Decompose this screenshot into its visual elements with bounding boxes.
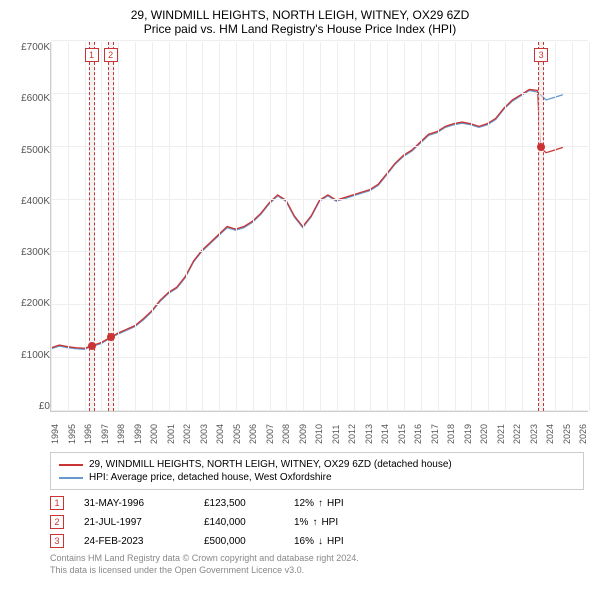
title-block: 29, WINDMILL HEIGHTS, NORTH LEIGH, WITNE…	[8, 8, 592, 36]
sale-marker-band	[108, 42, 114, 411]
sale-row-number: 3	[50, 534, 64, 548]
x-tick-label: 1994	[50, 416, 60, 444]
x-tick-label: 2017	[430, 416, 440, 444]
title-subtitle: Price paid vs. HM Land Registry's House …	[8, 22, 592, 36]
legend-row-blue: HPI: Average price, detached house, West…	[59, 472, 575, 483]
sale-dot	[537, 143, 545, 151]
plot: 12 3	[50, 42, 588, 412]
attribution-line2: This data is licensed under the Open Gov…	[50, 565, 584, 577]
sale-marker-band	[538, 42, 544, 411]
sales-row: 2 21-JUL-1997 £140,000 1% ↑ HPI	[50, 515, 584, 529]
x-tick-label: 1995	[67, 416, 77, 444]
y-tick-label: £700K	[21, 42, 50, 53]
sale-price: £140,000	[204, 517, 274, 528]
sale-marker-number: 3	[534, 48, 548, 62]
series-red-line	[51, 89, 563, 348]
x-tick-label: 2007	[265, 416, 275, 444]
x-tick-label: 1999	[133, 416, 143, 444]
legend: 29, WINDMILL HEIGHTS, NORTH LEIGH, WITNE…	[50, 452, 584, 490]
x-tick-label: 1996	[83, 416, 93, 444]
x-tick-label: 2013	[364, 416, 374, 444]
x-tick-label: 2022	[512, 416, 522, 444]
x-tick-label: 2006	[248, 416, 258, 444]
sale-date: 31-MAY-1996	[84, 498, 184, 509]
sales-row: 1 31-MAY-1996 £123,500 12% ↑ HPI	[50, 496, 584, 510]
x-tick-label: 2024	[545, 416, 555, 444]
sale-date: 21-JUL-1997	[84, 517, 184, 528]
x-tick-label: 2014	[380, 416, 390, 444]
legend-swatch-red	[59, 464, 83, 466]
legend-row-red: 29, WINDMILL HEIGHTS, NORTH LEIGH, WITNE…	[59, 459, 575, 470]
sale-row-number: 2	[50, 515, 64, 529]
legend-swatch-blue	[59, 477, 83, 479]
title-address: 29, WINDMILL HEIGHTS, NORTH LEIGH, WITNE…	[8, 8, 592, 22]
sale-marker-number: 2	[104, 48, 118, 62]
sale-hpi-arrow-icon: ↑	[312, 517, 317, 528]
sales-table: 1 31-MAY-1996 £123,500 12% ↑ HPI 2 21-JUL-1997 £…	[50, 496, 584, 548]
x-tick-label: 2023	[529, 416, 539, 444]
chart-area: £700K £600K £500K £400K £300K £200K £100K £0 12…	[8, 42, 592, 412]
sales-row: 3 24-FEB-2023 £500,000 16% ↓ HPI	[50, 534, 584, 548]
sale-marker-band	[89, 42, 95, 411]
x-tick-label: 2018	[446, 416, 456, 444]
x-tick-label: 2009	[298, 416, 308, 444]
sale-hpi-arrow-icon: ↓	[318, 536, 323, 547]
sale-hpi-pct: 1%	[294, 517, 308, 528]
y-tick-label: £100K	[21, 350, 50, 361]
x-tick-label: 2000	[149, 416, 159, 444]
sale-hpi-label: HPI	[327, 536, 344, 547]
x-tick-label: 2020	[479, 416, 489, 444]
x-tick-label: 2003	[199, 416, 209, 444]
y-tick-label: £0	[39, 401, 50, 412]
y-axis: £700K £600K £500K £400K £300K £200K £100K £0	[8, 42, 50, 412]
x-tick-label: 2012	[347, 416, 357, 444]
sale-hpi-pct: 16%	[294, 536, 314, 547]
legend-label-blue: HPI: Average price, detached house, West…	[89, 472, 332, 483]
sale-hpi-arrow-icon: ↑	[318, 498, 323, 509]
sale-hpi: 16% ↓ HPI	[294, 536, 344, 547]
series-blue-line	[51, 90, 563, 349]
x-tick-label: 2005	[232, 416, 242, 444]
x-tick-label: 1997	[100, 416, 110, 444]
sale-dot	[88, 342, 96, 350]
sale-hpi-label: HPI	[327, 498, 344, 509]
plot-wrap: 12 3	[50, 42, 592, 412]
x-tick-label: 2016	[413, 416, 423, 444]
sale-dot	[107, 333, 115, 341]
x-axis: 1994 1995 1996 1997 1998 1999 2000 2001 2002 2003…	[50, 416, 588, 444]
x-tick-label: 2010	[314, 416, 324, 444]
y-tick-label: £600K	[21, 93, 50, 104]
sale-hpi: 1% ↑ HPI	[294, 517, 338, 528]
x-tick-label: 2001	[166, 416, 176, 444]
chart-container: 29, WINDMILL HEIGHTS, NORTH LEIGH, WITNE…	[0, 0, 600, 580]
legend-label-red: 29, WINDMILL HEIGHTS, NORTH LEIGH, WITNE…	[89, 459, 452, 470]
sale-marker-number: 1	[85, 48, 99, 62]
x-tick-label: 2004	[215, 416, 225, 444]
y-tick-label: £200K	[21, 298, 50, 309]
sale-row-number: 1	[50, 496, 64, 510]
x-tick-label: 2002	[182, 416, 192, 444]
x-tick-label: 2019	[463, 416, 473, 444]
x-tick-label: 2025	[562, 416, 572, 444]
sale-price: £123,500	[204, 498, 274, 509]
x-tick-label: 2008	[281, 416, 291, 444]
x-tick-label: 2026	[578, 416, 588, 444]
x-tick-label: 2011	[331, 416, 341, 444]
x-tick-label: 2021	[496, 416, 506, 444]
y-tick-label: £500K	[21, 145, 50, 156]
attribution-line1: Contains HM Land Registry data © Crown c…	[50, 553, 584, 565]
sale-price: £500,000	[204, 536, 274, 547]
x-tick-label: 1998	[116, 416, 126, 444]
y-tick-label: £300K	[21, 247, 50, 258]
x-tick-label: 2015	[397, 416, 407, 444]
attribution: Contains HM Land Registry data © Crown c…	[50, 553, 584, 576]
sale-hpi-pct: 12%	[294, 498, 314, 509]
sale-hpi: 12% ↑ HPI	[294, 498, 344, 509]
sale-date: 24-FEB-2023	[84, 536, 184, 547]
sale-hpi-label: HPI	[321, 517, 338, 528]
y-tick-label: £400K	[21, 196, 50, 207]
